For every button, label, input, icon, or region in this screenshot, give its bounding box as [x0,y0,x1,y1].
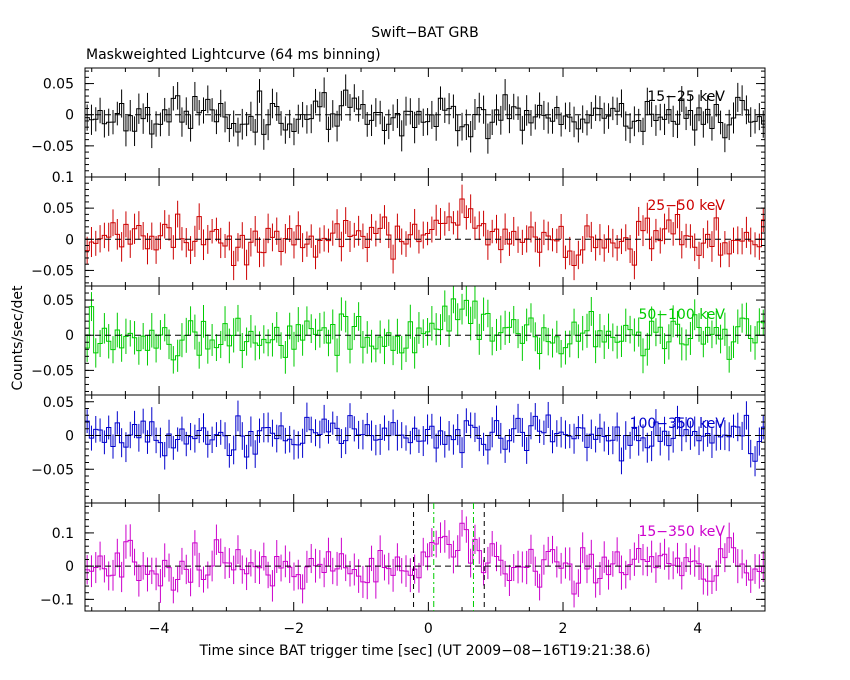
panel-50-100: −0.05 0 0.05 50−100 keV [31,285,766,396]
panel-100-350: −0.05 0 0.05 100−350 keV [31,394,766,504]
series-line-25-50 [85,198,765,266]
y-tick-label: 0 [65,559,74,575]
y-tick-label: 0 [65,429,74,445]
chart-subtitle: Maskweighted Lightcurve (64 ms binning) [86,47,381,63]
x-tick-label: 4 [693,621,702,637]
panel-frame [84,176,766,287]
panel-frame [84,394,766,504]
x-tick-label: 0 [424,621,433,637]
series-line-15-25 [85,89,765,140]
panel-15-350: −0.1 0 0.1 15−350 keV −4 −2 0 2 4 [40,502,766,637]
x-axis-label: Time since BAT trigger time [sec] (UT 20… [198,643,650,659]
panel-15-25: −0.05 0 0.05 15−25 keV [31,67,766,178]
band-label-15-350: 15−350 keV [638,524,725,540]
band-label-100-350: 100−350 keV [630,416,726,432]
panel-frame [84,502,766,612]
x-tick-label: −4 [149,621,170,637]
y-tick-label: −0.05 [31,462,74,478]
series-line-50-100 [85,298,765,361]
band-label-25-50: 25−50 keV [647,198,725,214]
y-tick-label: 0.05 [43,293,74,309]
y-axis-label: Counts/sec/det [10,285,26,390]
y-tick-label: 0.05 [43,77,74,93]
y-tick-label: 0.1 [52,526,74,542]
x-tick-label: 2 [559,621,568,637]
panel-frame [84,285,766,396]
band-label-15-25: 15−25 keV [647,89,725,105]
y-tick-label: 0.05 [43,395,74,411]
y-tick-label: −0.05 [31,263,74,279]
y-tick-label: 0.1 [52,170,74,186]
y-tick-label: 0 [65,108,74,124]
y-tick-label: −0.1 [40,592,74,608]
y-tick-label: 0 [65,232,74,248]
panels-group: −0.05 0 0.05 15−25 keV −0.05 0 0.05 0.1 25−50 ke… [31,67,766,637]
y-tick-label: 0 [65,328,74,344]
band-label-50-100: 50−100 keV [638,307,725,323]
x-tick-label: −2 [283,621,304,637]
y-tick-label: 0.05 [43,201,74,217]
y-tick-label: −0.05 [31,139,74,155]
y-tick-label: −0.05 [31,363,74,379]
panel-25-50: −0.05 0 0.05 0.1 25−50 keV [31,170,766,287]
chart-title: Swift−BAT GRB [371,25,478,41]
series-line-15-350 [85,522,765,595]
